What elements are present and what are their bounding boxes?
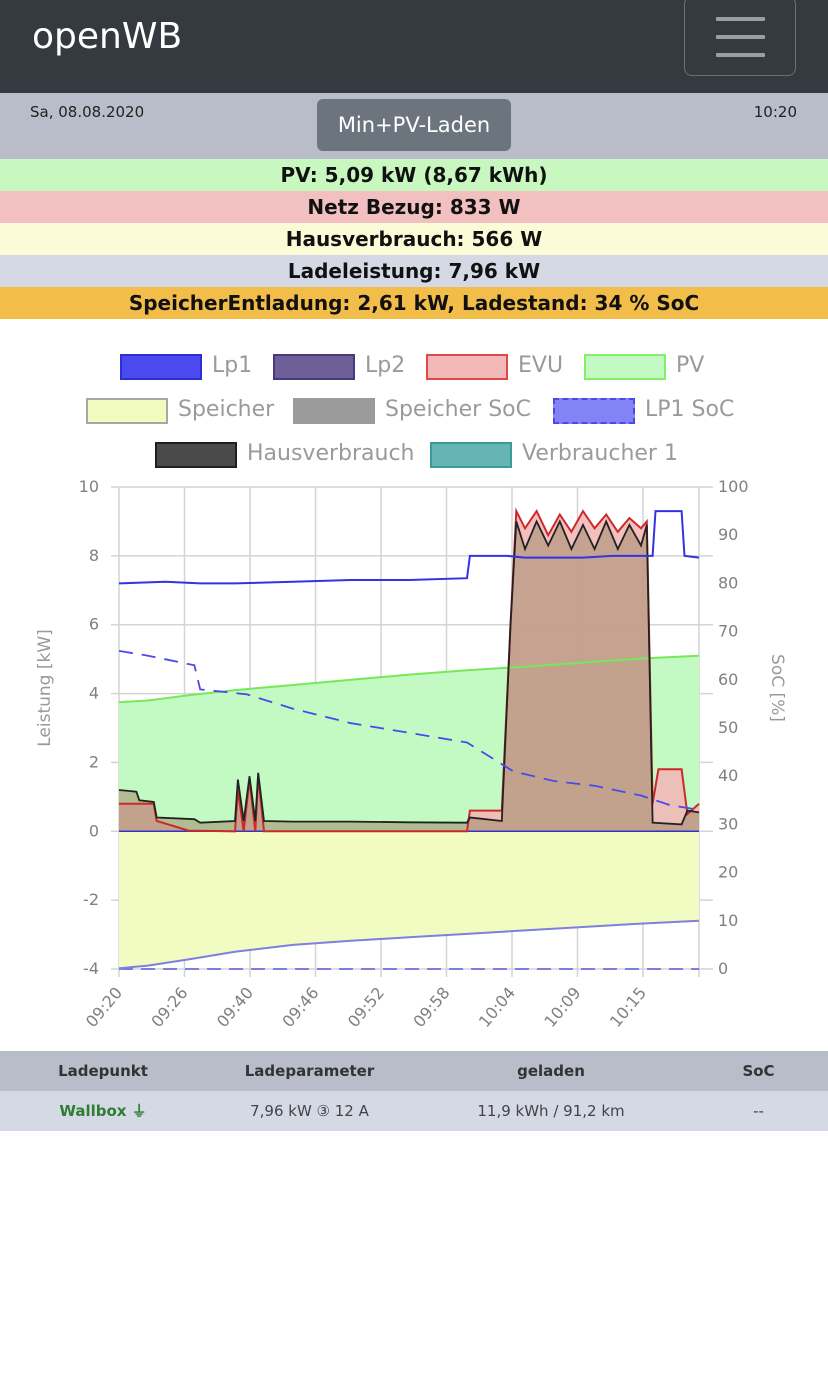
x-tick-label: 09:46 [278, 983, 322, 1031]
y2-tick-label: 100 [718, 477, 749, 496]
hausverbrauch-area [119, 521, 699, 832]
y2-tick-label: 0 [718, 959, 728, 978]
house-consumption-info-row: Hausverbrauch: 566 W [0, 223, 828, 255]
y2-tick-label: 50 [718, 718, 738, 737]
current-date: Sa, 08.08.2020 [30, 103, 145, 121]
legend-swatch [553, 398, 635, 424]
charged-energy: 11,9 kWh / 91,2 km [477, 1102, 625, 1120]
x-tick-label: 09:58 [409, 983, 453, 1031]
table-row: Wallbox ⏚ 7,96 kW ③ 12 A 11,9 kWh / 91,2… [0, 1091, 828, 1131]
y-tick-label: 6 [89, 615, 99, 634]
y-tick-label: 4 [89, 684, 99, 703]
chargepoint-soc: -- [753, 1102, 764, 1120]
y-tick-label: 0 [89, 821, 99, 840]
x-tick-label: 09:52 [344, 983, 388, 1031]
legend-label: Speicher SoC [385, 397, 531, 422]
legend-label: Speicher [178, 397, 275, 422]
x-tick-label: 09:26 [147, 983, 191, 1031]
y2-tick-label: 70 [718, 622, 738, 641]
storage-info-row: SpeicherEntladung: 2,61 kW, Ladestand: 3… [0, 287, 828, 319]
legend-label: LP1 SoC [645, 397, 735, 422]
charge-parameters: 7,96 kW ③ 12 A [250, 1102, 369, 1120]
y-axis-title: Leistung [kW] [35, 629, 55, 747]
pv-info-row: PV: 5,09 kW (8,67 kWh) [0, 159, 828, 191]
y2-tick-label: 90 [718, 525, 738, 544]
charge-mode-button[interactable]: Min+PV-Laden [317, 99, 511, 151]
chargepoint-name[interactable]: Wallbox ⏚ [59, 1102, 147, 1120]
y2-tick-label: 20 [718, 863, 738, 882]
app-brand[interactable]: openWB [32, 16, 183, 57]
legend-label: PV [676, 353, 705, 378]
current-time: 10:20 [753, 103, 797, 121]
column-header-ladepunkt: Ladepunkt [58, 1062, 148, 1080]
x-tick-label: 09:40 [213, 983, 257, 1031]
x-tick-label: 10:15 [606, 983, 650, 1031]
lp1-line [118, 510, 700, 585]
hamburger-icon-line [716, 53, 765, 57]
legend-swatch [430, 442, 512, 468]
hausverbrauch-line [118, 519, 700, 826]
y2-axis-title: SoC [%] [767, 654, 787, 722]
legend-swatch [155, 442, 237, 468]
legend-label: Lp1 [212, 353, 253, 378]
y2-tick-label: 80 [718, 573, 738, 592]
pv-line [118, 654, 700, 704]
charging-power-info-row: Ladeleistung: 7,96 kW [0, 255, 828, 287]
chargepoint-table-header: Ladepunkt Ladeparameter geladen SoC [0, 1051, 828, 1091]
status-bar: Sa, 08.08.2020 Min+PV-Laden 10:20 [0, 93, 828, 159]
y-tick-label: 10 [79, 477, 99, 496]
y2-tick-label: 10 [718, 911, 738, 930]
grid-info-row: Netz Bezug: 833 W [0, 191, 828, 223]
y2-tick-label: 40 [718, 766, 738, 785]
y2-tick-label: 60 [718, 670, 738, 689]
menu-toggle-button[interactable] [684, 0, 796, 76]
y-tick-label: -4 [83, 959, 99, 978]
y2-tick-label: 30 [718, 814, 738, 833]
speicher-area [119, 831, 699, 969]
legend-label: Verbraucher 1 [522, 441, 678, 466]
legend-label: Hausverbrauch [247, 441, 415, 466]
column-header-ladeparameter: Ladeparameter [244, 1062, 375, 1080]
legend-swatch [584, 354, 666, 380]
hamburger-icon-line [716, 35, 765, 39]
y-tick-label: -2 [83, 890, 99, 909]
legend-swatch [273, 354, 355, 380]
y-tick-label: 2 [89, 752, 99, 771]
x-tick-label: 09:20 [82, 983, 126, 1031]
y-tick-label: 8 [89, 546, 99, 565]
navbar: openWB [0, 0, 828, 93]
legend-swatch [426, 354, 508, 380]
speicher-line [118, 919, 700, 970]
legend-label: Lp2 [365, 353, 406, 378]
legend-label: EVU [518, 353, 564, 378]
legend-swatch [86, 398, 168, 424]
x-tick-label: 10:09 [540, 983, 584, 1031]
column-header-soc: SoC [742, 1062, 775, 1080]
legend-swatch [293, 398, 375, 424]
x-tick-label: 10:04 [475, 983, 519, 1031]
hamburger-icon-line [716, 17, 765, 21]
legend-swatch [120, 354, 202, 380]
column-header-geladen: geladen [517, 1062, 585, 1080]
